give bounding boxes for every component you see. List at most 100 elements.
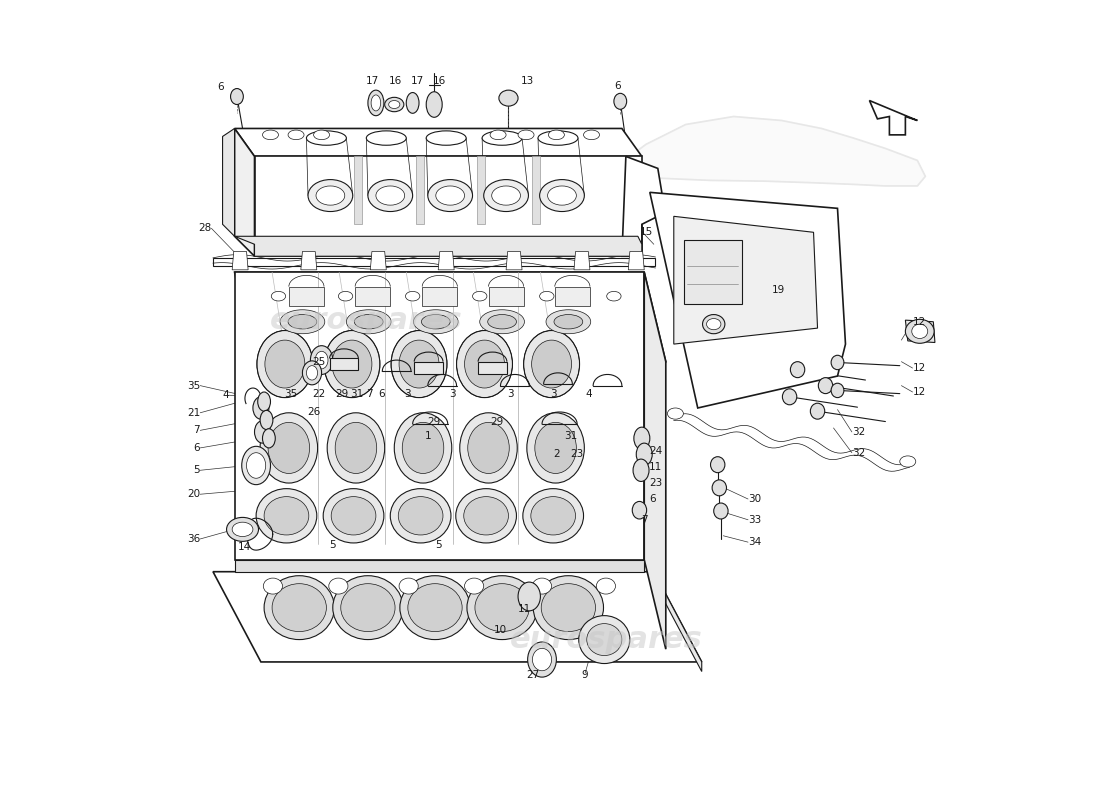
Ellipse shape xyxy=(264,576,334,639)
Ellipse shape xyxy=(832,355,844,370)
Ellipse shape xyxy=(554,314,583,329)
Text: 4: 4 xyxy=(585,390,592,399)
Ellipse shape xyxy=(331,497,376,535)
Ellipse shape xyxy=(480,310,525,334)
Ellipse shape xyxy=(339,291,353,301)
Ellipse shape xyxy=(534,576,604,639)
Ellipse shape xyxy=(316,351,328,369)
Text: 23: 23 xyxy=(649,478,662,488)
Polygon shape xyxy=(222,129,234,236)
Text: 31: 31 xyxy=(350,390,363,399)
Text: 32: 32 xyxy=(851,427,865,437)
Ellipse shape xyxy=(346,310,392,334)
Ellipse shape xyxy=(376,186,405,205)
Ellipse shape xyxy=(371,95,381,111)
Polygon shape xyxy=(371,251,386,270)
Ellipse shape xyxy=(242,446,271,485)
Text: 6: 6 xyxy=(194,443,200,453)
Ellipse shape xyxy=(392,330,447,398)
Ellipse shape xyxy=(263,429,275,448)
Ellipse shape xyxy=(468,422,509,474)
Polygon shape xyxy=(478,362,507,374)
Ellipse shape xyxy=(466,576,537,639)
Text: 19: 19 xyxy=(772,285,785,294)
Polygon shape xyxy=(574,251,590,270)
Ellipse shape xyxy=(307,366,318,380)
Ellipse shape xyxy=(426,92,442,118)
Polygon shape xyxy=(488,286,524,306)
Text: 11: 11 xyxy=(649,462,662,472)
Ellipse shape xyxy=(332,340,372,388)
Polygon shape xyxy=(234,272,645,560)
Ellipse shape xyxy=(354,314,383,329)
Text: 6: 6 xyxy=(378,390,385,399)
Ellipse shape xyxy=(264,497,309,535)
Ellipse shape xyxy=(614,94,627,110)
Ellipse shape xyxy=(324,330,380,398)
Ellipse shape xyxy=(272,584,327,631)
Text: 3: 3 xyxy=(405,390,411,399)
Ellipse shape xyxy=(541,584,595,631)
Polygon shape xyxy=(354,157,362,224)
Ellipse shape xyxy=(527,413,584,483)
Ellipse shape xyxy=(712,480,726,496)
Text: 35: 35 xyxy=(187,381,200,390)
Ellipse shape xyxy=(912,324,927,338)
Ellipse shape xyxy=(524,330,580,398)
Text: 17: 17 xyxy=(410,75,425,86)
Ellipse shape xyxy=(528,642,557,677)
Text: 4: 4 xyxy=(222,390,229,400)
Ellipse shape xyxy=(227,518,258,542)
Ellipse shape xyxy=(698,250,713,262)
Polygon shape xyxy=(650,192,846,408)
Ellipse shape xyxy=(288,130,304,140)
Ellipse shape xyxy=(253,397,268,419)
Polygon shape xyxy=(506,251,522,270)
Ellipse shape xyxy=(403,422,443,474)
Text: 11: 11 xyxy=(518,604,531,614)
Ellipse shape xyxy=(366,131,406,146)
Ellipse shape xyxy=(246,453,266,478)
Text: 5: 5 xyxy=(434,540,441,550)
Ellipse shape xyxy=(310,346,333,374)
Ellipse shape xyxy=(531,340,572,388)
Ellipse shape xyxy=(265,340,305,388)
Polygon shape xyxy=(234,129,641,157)
Ellipse shape xyxy=(254,421,271,443)
Ellipse shape xyxy=(231,89,243,105)
Ellipse shape xyxy=(460,413,517,483)
Ellipse shape xyxy=(694,246,717,266)
Ellipse shape xyxy=(532,578,551,594)
Ellipse shape xyxy=(406,291,420,301)
Polygon shape xyxy=(438,251,454,270)
Ellipse shape xyxy=(307,131,346,146)
Text: 31: 31 xyxy=(564,431,578,441)
Text: 32: 32 xyxy=(851,448,865,458)
Ellipse shape xyxy=(499,90,518,106)
Polygon shape xyxy=(415,362,443,374)
Ellipse shape xyxy=(811,403,825,419)
Ellipse shape xyxy=(308,179,353,211)
Ellipse shape xyxy=(538,131,578,146)
Text: 14: 14 xyxy=(239,542,252,552)
Ellipse shape xyxy=(818,378,833,394)
Polygon shape xyxy=(289,286,324,306)
Polygon shape xyxy=(234,236,641,256)
Text: 3: 3 xyxy=(507,390,514,399)
Ellipse shape xyxy=(398,497,443,535)
Ellipse shape xyxy=(583,130,600,140)
Ellipse shape xyxy=(436,186,464,205)
Ellipse shape xyxy=(607,291,621,301)
Ellipse shape xyxy=(491,130,506,140)
Polygon shape xyxy=(416,157,424,224)
Text: 33: 33 xyxy=(748,514,761,525)
Polygon shape xyxy=(213,572,702,662)
Ellipse shape xyxy=(323,489,384,543)
Polygon shape xyxy=(330,358,359,370)
Ellipse shape xyxy=(634,459,649,482)
Ellipse shape xyxy=(900,456,916,467)
Ellipse shape xyxy=(336,422,376,474)
Ellipse shape xyxy=(257,330,312,398)
Polygon shape xyxy=(234,560,645,572)
Text: 22: 22 xyxy=(312,390,326,399)
